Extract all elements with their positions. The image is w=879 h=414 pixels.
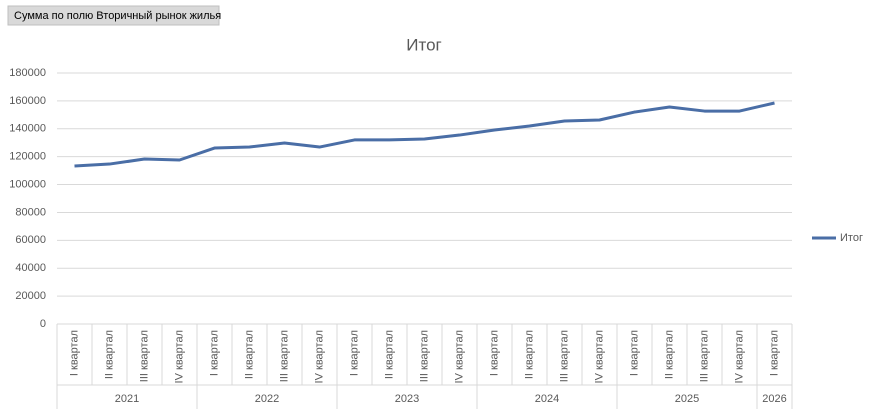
x-tick-label: III квартал [418, 330, 430, 382]
y-tick-label: 60000 [15, 234, 46, 246]
x-tick-label: I квартал [488, 330, 500, 376]
x-tick-label: IV квартал [313, 330, 325, 383]
year-label: 2021 [115, 393, 139, 405]
x-tick-label: I квартал [628, 330, 640, 376]
x-tick-label: II квартал [523, 330, 535, 379]
x-tick-label: II квартал [243, 330, 255, 379]
field-button[interactable] [7, 5, 220, 26]
field-button-label[interactable]: Сумма по полю Вторичный рынок жилья [14, 10, 221, 22]
y-tick-label: 0 [40, 318, 46, 330]
x-tick-label: III квартал [558, 330, 570, 382]
x-tick-label: IV квартал [733, 330, 745, 383]
x-tick-label: III квартал [278, 330, 290, 382]
x-tick-label: II квартал [103, 330, 115, 379]
y-tick-label: 120000 [9, 151, 46, 163]
x-tick-label: I квартал [348, 330, 360, 376]
y-tick-label: 180000 [9, 67, 46, 79]
x-tick-label: III квартал [138, 330, 150, 382]
x-tick-label: III квартал [698, 330, 710, 382]
y-tick-label: 160000 [9, 95, 46, 107]
x-tick-label: II квартал [663, 330, 675, 379]
x-tick-label: IV квартал [453, 330, 465, 383]
series-line [74, 101, 775, 168]
x-tick-label: I квартал [208, 330, 220, 376]
year-label: 2022 [255, 393, 279, 405]
x-tick-label: IV квартал [593, 330, 605, 383]
y-tick-label: 20000 [15, 290, 46, 302]
y-tick-label: 100000 [9, 178, 46, 190]
x-tick-label: I квартал [68, 330, 80, 376]
x-tick-label: IV квартал [173, 330, 185, 383]
year-label: 2026 [762, 393, 786, 405]
year-label: 2024 [535, 393, 559, 405]
year-label: 2025 [675, 393, 699, 405]
y-tick-label: 80000 [15, 206, 46, 218]
y-tick-label: 40000 [15, 262, 46, 274]
y-tick-label: 140000 [9, 123, 46, 135]
chart-title: Итог [406, 35, 441, 54]
x-tick-label: II квартал [383, 330, 395, 379]
legend-label: Итог [840, 232, 863, 244]
x-tick-label: I квартал [768, 330, 780, 376]
year-label: 2023 [395, 393, 419, 405]
